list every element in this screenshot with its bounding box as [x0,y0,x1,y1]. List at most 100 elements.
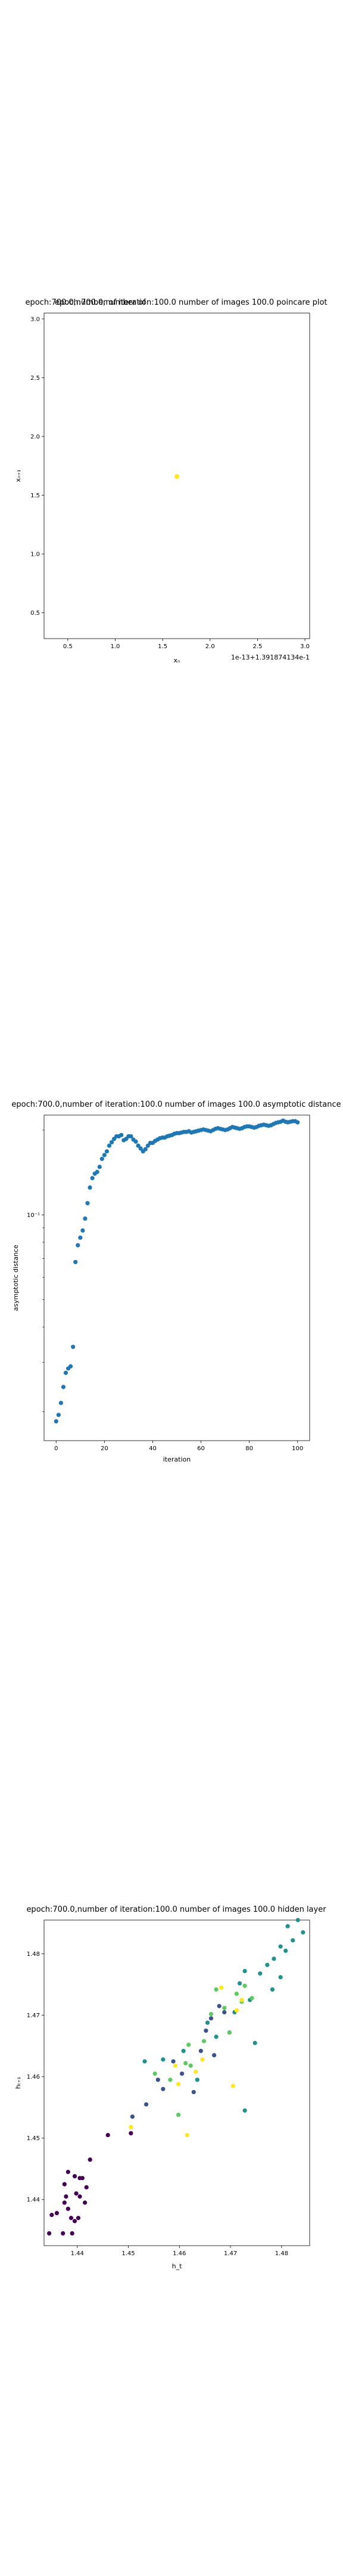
data-point [63,1370,68,1375]
data-point [201,2039,207,2044]
data-point [204,2028,208,2033]
data-point [191,2089,196,2095]
data-point [97,1165,102,1169]
data-point [84,2185,89,2190]
data-point [62,2182,67,2187]
data-point [145,1143,150,1148]
data-point [155,2077,160,2082]
data-point [68,1364,73,1368]
data-point [72,2174,77,2179]
plot-area [46,1918,305,2236]
data-point [58,1401,63,1405]
data-point [205,2020,210,2025]
data-point [46,2231,52,2236]
x-axis-label: xₙ [174,657,180,664]
data-point [270,1987,275,1992]
data-point [142,2059,147,2064]
data-point [181,2048,186,2054]
data-point [188,2063,193,2068]
x-tick-label: 2.0 [205,643,215,650]
y-axis-label: xₙ₊₁ [14,469,22,482]
data-point [74,2191,79,2196]
y-axis-label: asymptotic distance [12,1244,20,1311]
data-point [222,2010,227,2015]
data-point [70,2231,74,2236]
y-tick-label: 1.5 [30,493,40,499]
y-tick-label: 1.0 [30,552,40,558]
data-point [64,2194,68,2199]
x-tick-label: 3.0 [300,643,310,650]
data-point [242,2108,247,2113]
x-tick-label: 100 [292,1445,303,1452]
y-tick-label: 1.46 [27,2074,40,2080]
poincare-chart: epoch:700.0,number of iteration:100.0 nu… [0,295,343,674]
x-tick-label: 1.44 [71,2250,84,2257]
data-point [301,1930,305,1935]
data-point [56,1413,61,1417]
data-point [234,2008,239,2013]
data-point [76,1243,80,1247]
data-point [194,2069,198,2075]
plot-frame [43,312,310,639]
data-point [186,2042,191,2047]
y-tick-label: 2.0 [30,434,40,440]
asymptotic-distance-chart: epoch:700.0,number of iteration:100.0 nu… [0,1097,343,1464]
x-axis: 1.44 1.45 1.46 1.47 1.48 [71,2246,288,2257]
data-point [143,1147,148,1151]
data-point [250,1996,254,2001]
data-point [90,1176,95,1181]
plot-area [54,1118,300,1424]
data-point [208,2016,214,2021]
x-tick-label: 0 [54,1445,58,1452]
data-point [217,2004,222,2008]
data-point [161,2057,166,2062]
data-point [73,1259,78,1265]
data-point [283,1948,288,1953]
data-point [119,1132,124,1138]
data-point [258,1971,263,1976]
data-point [219,1985,224,1990]
data-point [278,1975,283,1980]
data-point [61,2231,66,2236]
x-tick-label: 1.46 [173,2250,186,2257]
data-point [66,2206,70,2211]
data-point [72,2219,77,2224]
data-point [76,2216,81,2221]
y-tick-label: 2.5 [30,375,40,382]
data-point [183,2061,188,2066]
y-tick-label: 3.0 [30,316,40,323]
data-point [265,1962,270,1967]
hidden-layer-chart: epoch:700.0,number of iteration:100.0 nu… [0,1902,343,2278]
x-tick-label: 1.47 [224,2250,237,2257]
data-point [291,1938,295,1943]
y-tick-label: 0.5 [30,610,40,617]
x-axis: 0.5 1.0 1.5 2.0 2.5 3.0 [63,639,310,650]
data-point [83,2200,88,2205]
data-point [107,1143,112,1148]
data-point [212,2053,217,2058]
data-point [99,1156,104,1162]
data-point [239,1998,244,2002]
data-point [109,1140,114,1145]
hidden-layer-svg: epoch:700.0,number of iteration:100.0 nu… [14,1905,326,2270]
data-point [161,2086,166,2091]
data-point [176,2112,181,2117]
data-point [77,2194,82,2199]
data-point [49,2212,54,2218]
data-point [295,1120,300,1125]
x-axis: 0 20 40 60 80 100 [54,1441,303,1452]
x-tick-label: 1.5 [158,643,167,650]
y-axis-label: hₜ₊₁ [14,2077,22,2089]
data-point [54,1419,58,1424]
data-point [208,2012,214,2017]
data-point [227,2030,232,2035]
y-axis: 10⁻¹ [27,1129,44,1413]
data-point [88,2157,92,2162]
data-point [54,2210,60,2215]
data-point [80,2176,85,2181]
data-point [200,2057,205,2062]
data-point [168,2077,173,2082]
data-point [230,2083,235,2088]
data-point [130,2114,135,2119]
data-point [66,2169,70,2174]
